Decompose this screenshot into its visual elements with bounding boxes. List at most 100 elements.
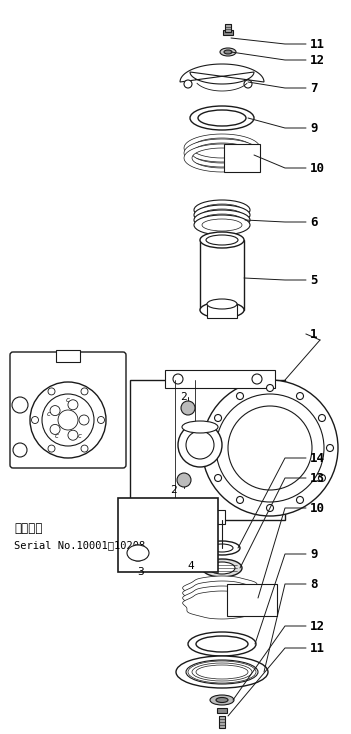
- Circle shape: [206, 445, 213, 451]
- Text: 9: 9: [310, 548, 318, 561]
- Ellipse shape: [202, 214, 242, 226]
- Bar: [223, 30, 233, 35]
- Circle shape: [318, 474, 325, 482]
- Ellipse shape: [192, 663, 252, 681]
- Circle shape: [252, 374, 262, 384]
- Text: 8: 8: [310, 578, 318, 590]
- Text: 11: 11: [310, 37, 325, 51]
- Ellipse shape: [194, 215, 250, 235]
- FancyBboxPatch shape: [10, 352, 126, 468]
- Circle shape: [50, 406, 60, 415]
- Ellipse shape: [196, 636, 248, 652]
- Ellipse shape: [207, 299, 237, 309]
- Text: 11: 11: [310, 642, 325, 655]
- Bar: [207, 304, 237, 318]
- Circle shape: [237, 496, 244, 504]
- Bar: [165, 510, 225, 524]
- Ellipse shape: [216, 697, 228, 702]
- Ellipse shape: [196, 665, 248, 679]
- Ellipse shape: [198, 110, 246, 126]
- Text: 5: 5: [310, 274, 318, 286]
- Circle shape: [30, 382, 106, 458]
- Text: 1: 1: [310, 327, 318, 341]
- Text: 4: 4: [187, 561, 194, 571]
- Polygon shape: [184, 144, 260, 172]
- Text: 14: 14: [310, 451, 325, 465]
- Ellipse shape: [211, 544, 233, 552]
- Circle shape: [48, 445, 55, 452]
- Circle shape: [266, 385, 273, 391]
- Circle shape: [68, 430, 78, 440]
- Circle shape: [48, 388, 55, 395]
- Text: 適用番號: 適用番號: [14, 521, 42, 534]
- Ellipse shape: [194, 210, 250, 230]
- Polygon shape: [183, 576, 261, 604]
- Ellipse shape: [190, 106, 254, 130]
- Circle shape: [178, 423, 222, 467]
- Text: 10: 10: [310, 501, 325, 515]
- Polygon shape: [180, 64, 264, 84]
- Circle shape: [214, 415, 221, 421]
- Circle shape: [214, 474, 221, 482]
- Bar: [225, 24, 231, 32]
- Text: Serial No.10001～10208: Serial No.10001～10208: [14, 540, 145, 550]
- Polygon shape: [183, 591, 261, 619]
- Circle shape: [68, 400, 78, 410]
- Circle shape: [173, 374, 183, 384]
- Text: 3: 3: [137, 567, 144, 577]
- Circle shape: [297, 496, 304, 504]
- Text: 2: 2: [180, 392, 187, 402]
- Circle shape: [177, 473, 191, 487]
- Ellipse shape: [202, 219, 242, 231]
- Text: 13: 13: [310, 471, 325, 484]
- Circle shape: [228, 406, 312, 490]
- Bar: [118, 498, 218, 572]
- Ellipse shape: [202, 204, 242, 216]
- Polygon shape: [183, 581, 261, 609]
- Text: c: c: [47, 411, 51, 417]
- Circle shape: [12, 397, 28, 413]
- Circle shape: [318, 415, 325, 421]
- Circle shape: [326, 445, 333, 451]
- Circle shape: [79, 415, 89, 425]
- Text: 12: 12: [310, 54, 325, 67]
- Text: c: c: [66, 397, 70, 403]
- Ellipse shape: [209, 562, 235, 574]
- Circle shape: [297, 393, 304, 399]
- Ellipse shape: [220, 48, 236, 56]
- Ellipse shape: [186, 660, 258, 684]
- Bar: [130, 380, 285, 520]
- Ellipse shape: [202, 559, 242, 577]
- Circle shape: [216, 394, 324, 502]
- Text: 6: 6: [310, 216, 318, 228]
- Ellipse shape: [182, 421, 218, 433]
- Circle shape: [202, 380, 338, 516]
- Ellipse shape: [224, 50, 232, 54]
- Circle shape: [186, 431, 214, 459]
- Circle shape: [81, 445, 88, 452]
- Circle shape: [184, 80, 192, 88]
- Ellipse shape: [202, 209, 242, 221]
- Bar: [224, 144, 260, 172]
- Circle shape: [58, 410, 78, 430]
- Ellipse shape: [210, 695, 234, 705]
- Bar: [219, 716, 225, 728]
- Ellipse shape: [206, 235, 238, 245]
- Bar: [165, 370, 275, 388]
- Text: 7: 7: [310, 81, 318, 95]
- Polygon shape: [184, 134, 260, 162]
- Circle shape: [266, 504, 273, 512]
- Text: c: c: [54, 433, 58, 439]
- Circle shape: [32, 416, 39, 424]
- Ellipse shape: [204, 541, 240, 555]
- Ellipse shape: [194, 205, 250, 225]
- Ellipse shape: [127, 545, 149, 561]
- Ellipse shape: [198, 664, 246, 680]
- Ellipse shape: [188, 632, 256, 656]
- Ellipse shape: [200, 302, 244, 318]
- Circle shape: [81, 388, 88, 395]
- Ellipse shape: [200, 232, 244, 248]
- Polygon shape: [183, 586, 261, 614]
- Text: 12: 12: [310, 619, 325, 633]
- Ellipse shape: [188, 661, 256, 683]
